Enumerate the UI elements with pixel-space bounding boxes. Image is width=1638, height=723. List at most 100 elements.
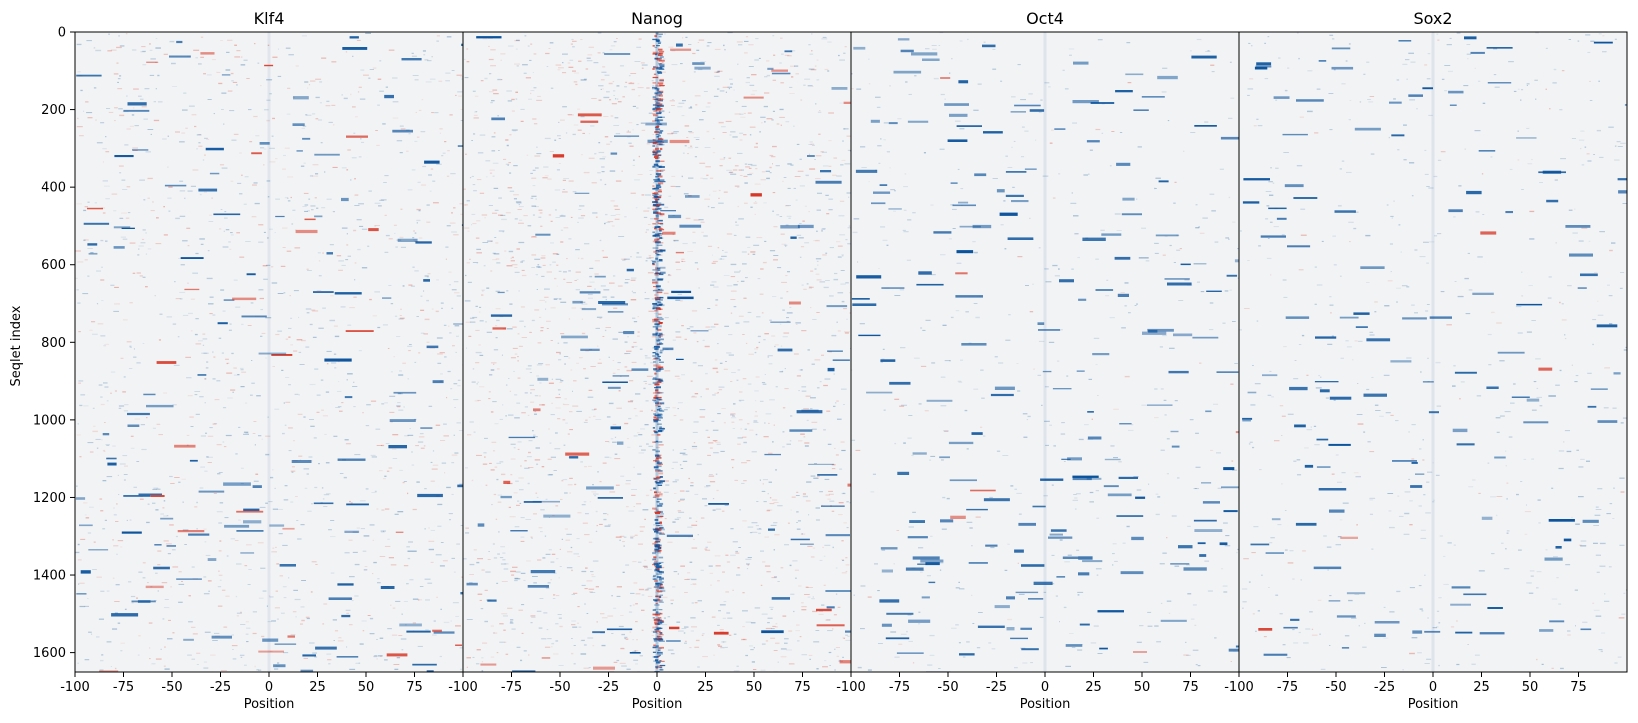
heatmap-cell bbox=[498, 531, 500, 533]
heatmap-cell bbox=[430, 561, 434, 563]
heatmap-cell bbox=[692, 242, 696, 244]
heatmap-cell bbox=[653, 188, 660, 190]
heatmap-cell bbox=[549, 151, 554, 152]
heatmap-cell bbox=[436, 337, 443, 339]
heatmap-cell bbox=[254, 43, 256, 45]
heatmap-cell bbox=[657, 268, 661, 271]
heatmap-cell bbox=[112, 577, 115, 579]
heatmap-cell bbox=[755, 201, 757, 202]
heatmap-cell bbox=[485, 160, 491, 162]
heatmap-cell bbox=[290, 470, 296, 472]
heatmap-cell bbox=[659, 181, 666, 183]
heatmap-cell bbox=[1178, 300, 1184, 301]
heatmap-cell bbox=[627, 400, 633, 403]
heatmap-cell bbox=[794, 65, 799, 67]
heatmap-cell bbox=[269, 147, 275, 149]
heatmap-cell bbox=[393, 391, 417, 394]
heatmap-cell bbox=[283, 292, 286, 294]
heatmap-cell bbox=[282, 527, 295, 530]
heatmap-cell bbox=[719, 165, 723, 167]
heatmap-cell bbox=[658, 618, 662, 620]
heatmap-cell bbox=[203, 593, 210, 595]
heatmap-cell bbox=[1228, 117, 1233, 119]
heatmap-cell bbox=[744, 52, 748, 54]
heatmap-cell bbox=[172, 632, 175, 634]
heatmap-cell bbox=[106, 400, 109, 402]
heatmap-cell bbox=[654, 368, 661, 370]
heatmap-cell bbox=[377, 78, 382, 80]
heatmap-cell bbox=[1100, 229, 1105, 231]
heatmap-cell bbox=[563, 178, 570, 179]
heatmap-cell bbox=[619, 539, 621, 541]
heatmap-cell bbox=[657, 54, 662, 56]
heatmap-cell bbox=[721, 510, 725, 512]
heatmap-cell bbox=[457, 91, 463, 93]
heatmap-cell bbox=[405, 624, 407, 626]
heatmap-cell bbox=[571, 638, 573, 639]
heatmap-cell bbox=[287, 197, 289, 199]
heatmap-cell bbox=[1216, 452, 1221, 454]
heatmap-cell bbox=[832, 546, 834, 549]
heatmap-cell bbox=[517, 377, 521, 379]
heatmap-cell bbox=[528, 440, 533, 442]
heatmap-cell bbox=[631, 361, 637, 363]
heatmap-cell bbox=[810, 270, 814, 272]
heatmap-cell bbox=[246, 641, 249, 643]
heatmap-cell bbox=[616, 659, 620, 662]
heatmap-cell bbox=[438, 80, 443, 82]
heatmap-cell bbox=[253, 115, 258, 118]
heatmap-cell bbox=[508, 414, 514, 416]
heatmap-cell bbox=[602, 462, 607, 464]
heatmap-cell bbox=[807, 85, 813, 87]
heatmap-cell bbox=[221, 352, 224, 354]
heatmap-cell bbox=[406, 150, 409, 152]
heatmap-cell bbox=[788, 217, 791, 219]
heatmap-cell bbox=[806, 419, 809, 421]
heatmap-cell bbox=[637, 83, 640, 85]
heatmap-cell bbox=[182, 109, 188, 111]
heatmap-cell bbox=[1207, 50, 1210, 52]
heatmap-cell bbox=[517, 209, 522, 210]
heatmap-cell bbox=[212, 59, 216, 61]
heatmap-cell bbox=[1159, 563, 1165, 565]
heatmap-cell bbox=[847, 243, 851, 245]
heatmap-cell bbox=[679, 452, 686, 454]
heatmap-cell bbox=[472, 262, 479, 263]
heatmap-cell bbox=[605, 222, 611, 223]
heatmap-cell bbox=[329, 319, 335, 322]
heatmap-cell bbox=[196, 664, 199, 665]
heatmap-cell bbox=[222, 441, 225, 443]
heatmap-cell bbox=[524, 392, 528, 394]
heatmap-cell bbox=[198, 490, 225, 493]
heatmap-cell bbox=[408, 541, 413, 543]
x-tick-label: 0 bbox=[265, 680, 273, 695]
heatmap-cell bbox=[784, 50, 793, 53]
heatmap-cell bbox=[198, 188, 218, 192]
heatmap-cell bbox=[214, 399, 220, 401]
heatmap-cell bbox=[845, 239, 848, 241]
heatmap-cell bbox=[1160, 449, 1165, 451]
heatmap-cell bbox=[555, 623, 559, 625]
heatmap-cell bbox=[283, 652, 289, 654]
heatmap-cell bbox=[601, 166, 605, 168]
heatmap-cell bbox=[652, 67, 655, 70]
heatmap-cell bbox=[139, 498, 144, 500]
heatmap-cell bbox=[1076, 493, 1081, 495]
heatmap-cell bbox=[654, 307, 661, 310]
heatmap-cell bbox=[501, 79, 503, 81]
heatmap-cell bbox=[198, 142, 201, 144]
heatmap-cell bbox=[282, 432, 285, 435]
heatmap-cell bbox=[99, 670, 119, 672]
heatmap-cell bbox=[752, 253, 756, 255]
heatmap-cell bbox=[644, 559, 647, 561]
heatmap-cell bbox=[765, 170, 770, 172]
heatmap-cell bbox=[149, 74, 155, 76]
heatmap-cell bbox=[658, 144, 665, 146]
heatmap-cell bbox=[596, 525, 598, 527]
heatmap-cell bbox=[201, 352, 207, 354]
heatmap-cell bbox=[724, 646, 728, 648]
heatmap-cell bbox=[610, 200, 615, 202]
heatmap-cell bbox=[199, 487, 204, 489]
heatmap-cell bbox=[689, 517, 692, 519]
heatmap-cell bbox=[293, 350, 298, 352]
